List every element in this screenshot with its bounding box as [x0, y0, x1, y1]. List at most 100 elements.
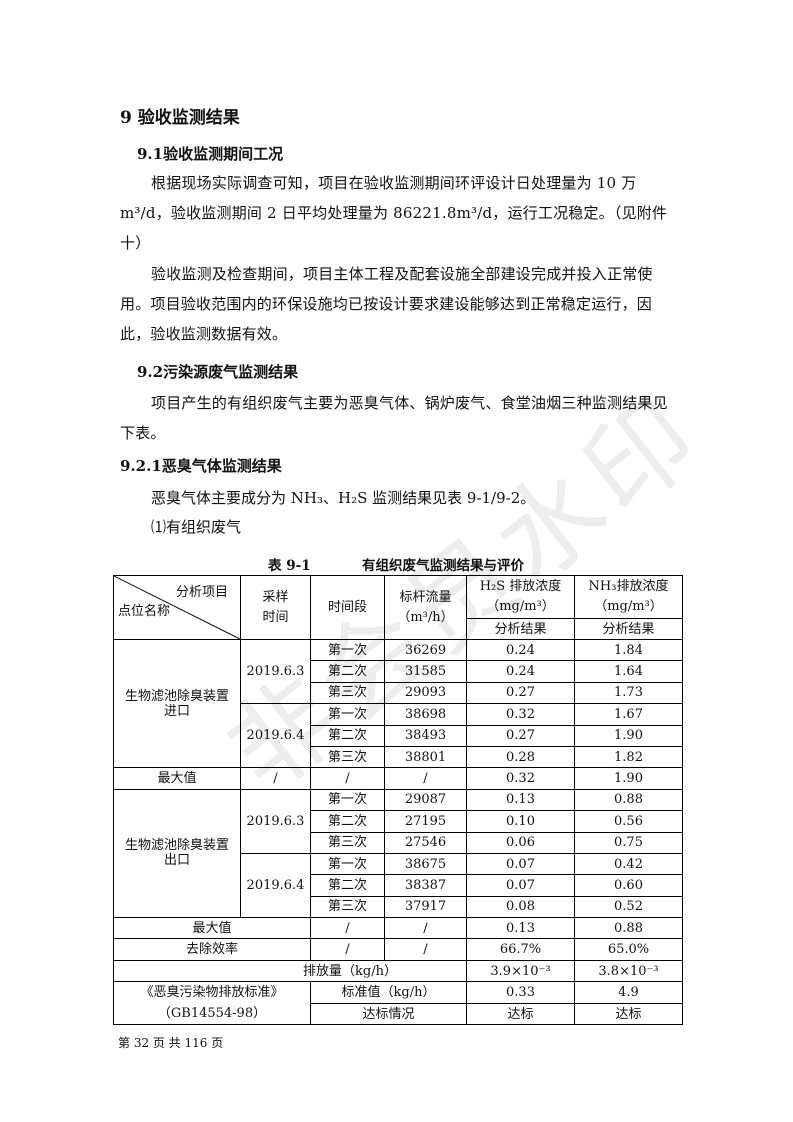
table-row: 2019.6.4 第一次 38675 0.07 0.42 — [114, 852, 683, 919]
nh3-cell: 1.82 — [574, 745, 683, 769]
max-h2s-cell: 0.32 — [466, 767, 575, 790]
flow-cell: 38493 — [384, 724, 467, 747]
max-label-cell: 最大值 — [113, 767, 241, 790]
nh3-cell: 1.64 — [574, 660, 683, 683]
emission-h2s-cell: 3.9×10⁻³ — [466, 959, 575, 983]
header-sample-time: 采样 时间 — [240, 575, 311, 640]
h2s-cell: 0.07 — [466, 874, 575, 897]
compliance-label-cell: 达标情况 — [310, 1002, 467, 1026]
period-cell: 第二次 — [310, 724, 385, 747]
nh3-cell: 0.42 — [574, 852, 683, 876]
flow-cell: 37917 — [384, 895, 467, 919]
removal-h2s-cell: 66.7% — [466, 938, 575, 961]
max-h2s-cell: 0.13 — [466, 917, 575, 940]
header-location-name: 点位名称 — [118, 604, 171, 619]
h2s-cell: 0.28 — [466, 745, 575, 769]
flow-cell: 38698 — [384, 703, 467, 726]
nh3-cell: 1.90 — [574, 724, 683, 747]
h2s-cell: 0.13 — [466, 788, 575, 812]
h2s-cell: 0.24 — [466, 660, 575, 683]
compliance-row: 达标情况 达标 达标 — [114, 1002, 683, 1026]
h2s-cell: 0.06 — [466, 831, 575, 854]
period-cell: 第三次 — [310, 895, 385, 919]
max-nh3-cell: 0.88 — [574, 917, 683, 940]
paragraph-data-validity: 验收监测及检查期间，项目主体工程及配套设施全部建设完成并投入正常使用。项目验收范… — [120, 265, 653, 343]
table-number: 表 9-1 — [268, 558, 311, 574]
max-row: 最大值 //0.13 0.88 — [113, 917, 683, 940]
max-slash-cell: / — [310, 767, 385, 790]
h2s-cell: 0.07 — [466, 852, 575, 876]
h2s-cell: 0.24 — [466, 638, 575, 662]
section-title: 9 验收监测结果 — [120, 108, 240, 128]
header-result-h2s: 分析结果 — [466, 618, 575, 640]
subsection-title-9-2: 9.2污染源废气监测结果 — [137, 363, 299, 381]
flow-cell: 31585 — [384, 660, 467, 683]
sample-date-cell: 2019.6.4 — [240, 703, 311, 769]
max-nh3-cell: 1.90 — [574, 767, 683, 790]
flow-cell: 27195 — [384, 810, 467, 833]
nh3-cell: 0.56 — [574, 810, 683, 833]
table-row: 生物滤池除臭装置进口 2019.6.3 第一次 36269 0.24 1.84 — [113, 638, 683, 769]
table-row: 第三次 29093 0.27 1.73 — [114, 681, 683, 705]
subsection-title-9-2-1: 9.2.1恶臭气体监测结果 — [120, 457, 282, 475]
header-nh3: NH₃排放浓度 （mg/m³） — [574, 575, 683, 619]
h2s-cell: 0.27 — [466, 681, 575, 705]
nh3-cell: 0.60 — [574, 874, 683, 897]
period-cell: 第二次 — [310, 660, 385, 683]
nh3-cell: 0.52 — [574, 895, 683, 919]
limit-h2s-cell: 0.33 — [466, 981, 575, 1004]
limit-nh3-cell: 4.9 — [574, 981, 683, 1004]
header-period: 时间段 — [310, 575, 385, 640]
h2s-cell: 0.27 — [466, 724, 575, 747]
period-cell: 第一次 — [310, 638, 385, 662]
nh3-cell: 1.73 — [574, 681, 683, 705]
emission-label-cell: 排放量（kg/h） — [113, 959, 467, 983]
header-subrow: 分析结果 分析结果 — [114, 618, 683, 640]
table-row: 第二次 38493 0.27 1.90 — [114, 724, 683, 747]
period-cell: 第三次 — [310, 745, 385, 769]
page-footer: 第 32 页 共 116 页 — [118, 1036, 224, 1050]
removal-label-cell: 去除效率 — [113, 938, 311, 961]
table-row: 2019.6.4 第一次 38698 0.32 1.67 — [114, 703, 683, 769]
paragraph-operating-conditions: 根据现场实际调查可知，项目在验收监测期间环评设计日处理量为 10 万m³/d，验… — [120, 174, 668, 252]
sample-date-cell: 2019.6.3 — [240, 638, 311, 705]
header-analysis-item: 分析项目 — [175, 585, 228, 600]
period-cell: 第三次 — [310, 831, 385, 854]
flow-cell: 27546 — [384, 831, 467, 854]
nh3-cell: 0.88 — [574, 788, 683, 812]
removal-slash-cell: / — [384, 938, 467, 961]
flow-cell: 36269 — [384, 638, 467, 662]
limit-label-cell: 标准值（kg/h） — [310, 981, 467, 1004]
period-cell: 第一次 — [310, 852, 385, 876]
flow-cell: 38801 — [384, 745, 467, 769]
removal-row: 去除效率 //66.7% 65.0% — [113, 938, 683, 961]
location-cell: 生物滤池除臭装置进口 — [113, 638, 241, 769]
emission-row: 排放量（kg/h） 3.9×10⁻³ 3.8×10⁻³ — [113, 959, 683, 983]
nh3-cell: 0.75 — [574, 831, 683, 854]
sample-date-cell: 2019.6.3 — [240, 788, 311, 854]
header-h2s: H₂S 排放浓度 （mg/m³） — [466, 575, 575, 619]
results-table: 分析项目 点位名称 采样 时间 时间段 标杆流量 （m³/h） H₂S 排放浓度… — [113, 575, 683, 1026]
flow-cell: 29087 — [384, 788, 467, 812]
max-slash-cell: / — [384, 767, 467, 790]
table-row: 第二次 27195 0.10 0.56 — [114, 810, 683, 833]
location-cell: 生物滤池除臭装置出口 — [113, 788, 241, 919]
header-flow: 标杆流量 （m³/h） — [384, 575, 467, 640]
sample-date-cell: 2019.6.4 — [240, 852, 311, 919]
max-slash-cell: / — [384, 917, 467, 940]
period-cell: 第一次 — [310, 703, 385, 726]
h2s-cell: 0.08 — [466, 895, 575, 919]
header-row: 分析项目 点位名称 采样 时间 时间段 标杆流量 （m³/h） H₂S 排放浓度… — [113, 575, 683, 640]
standard-name-cell: 《恶臭污染物排放标准》 （GB14554-98） — [113, 981, 311, 1026]
max-row: 最大值 / //0.32 1.90 — [113, 767, 683, 790]
period-cell: 第三次 — [310, 681, 385, 705]
max-label-cell: 最大值 — [113, 917, 311, 940]
period-cell: 第一次 — [310, 788, 385, 812]
paragraph-odor-components: 恶臭气体主要成分为 NH₃、H₂S 监测结果见表 9-1/9-2。 — [151, 489, 536, 507]
max-slash-cell: / — [240, 767, 311, 790]
table-row: 第三次 38801 0.28 1.82 — [114, 745, 683, 769]
header-result-nh3: 分析结果 — [574, 618, 683, 640]
h2s-cell: 0.10 — [466, 810, 575, 833]
nh3-cell: 1.84 — [574, 638, 683, 662]
list-item-organized-exhaust: ⑴有组织废气 — [151, 518, 242, 536]
